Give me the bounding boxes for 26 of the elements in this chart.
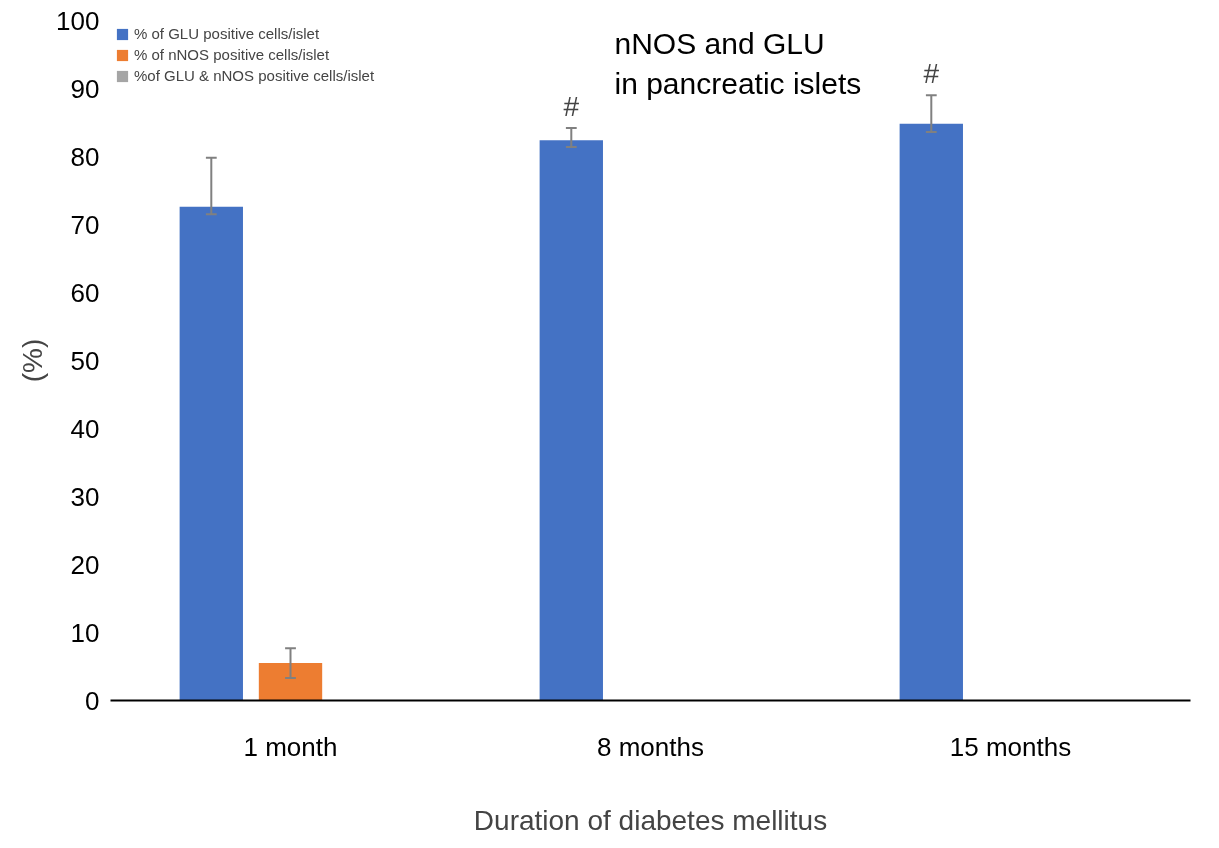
bar (179, 206, 243, 701)
annotation: # (923, 58, 940, 90)
y-tick-label: 100 (56, 5, 100, 36)
text: nNOS and GLU in pancreatic islets (614, 27, 862, 100)
y-tick-label: 90 (70, 73, 100, 104)
x-tick-label: 1 month (243, 731, 338, 762)
bar (539, 140, 603, 701)
x-tick-label: 8 months (597, 731, 704, 762)
y-tick-label: 70 (70, 209, 100, 240)
y-tick-label: 20 (70, 549, 100, 580)
bar (899, 123, 963, 701)
y-tick-label: 0 (85, 685, 100, 716)
annotation: # (563, 90, 580, 122)
y-tick-label: 30 (70, 481, 100, 512)
y-axis-title: (%) (17, 338, 49, 383)
y-tick-label: 50 (70, 345, 100, 376)
y-tick-label: 60 (70, 277, 100, 308)
legend-label: % of nNOS positive cells/islet (134, 46, 330, 63)
legend-label: % of GLU positive cells/islet (134, 25, 320, 42)
bar (258, 663, 323, 701)
y-tick-label: 10 (70, 617, 100, 648)
x-axis-title: Duration of diabetes mellitus (473, 804, 828, 836)
y-tick-label: 40 (70, 413, 100, 444)
y-tick-label: 80 (70, 141, 100, 172)
x-tick-label: 15 months (949, 731, 1072, 762)
legend-label: %of GLU & nNOS positive cells/islet (134, 67, 375, 84)
